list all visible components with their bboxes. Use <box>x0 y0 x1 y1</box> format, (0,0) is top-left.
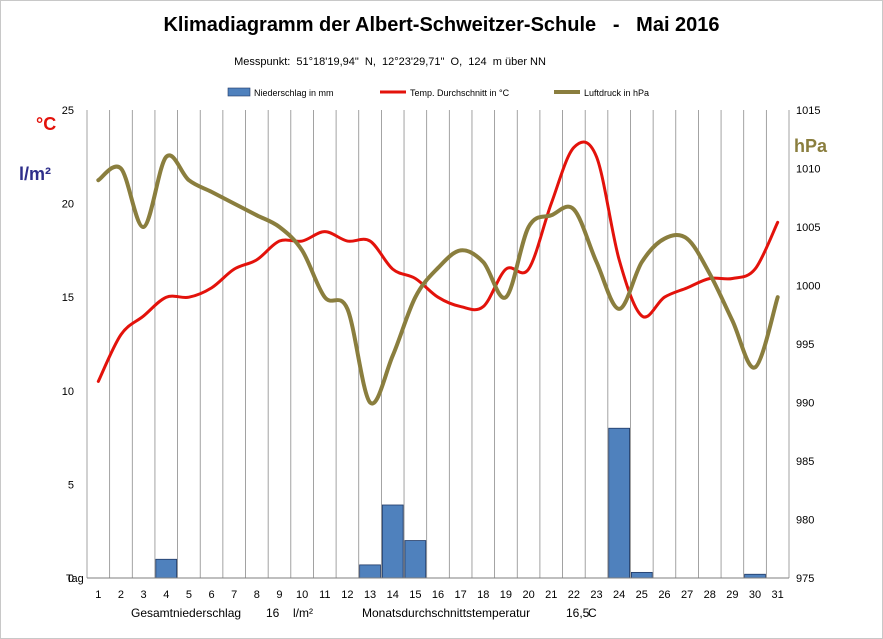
x-axis-tick-label: 28 <box>704 589 716 601</box>
x-axis-tick-label: 31 <box>772 589 784 601</box>
x-axis-tick-label: 15 <box>409 589 421 601</box>
x-axis-tick-label: 29 <box>726 589 738 601</box>
legend-label: Luftdruck in hPa <box>584 88 649 98</box>
right-axis-tick-label: 980 <box>796 515 814 527</box>
precipitation-bar <box>608 427 630 579</box>
x-axis-tick-label: 17 <box>455 589 467 601</box>
right-axis-tick-label: 975 <box>796 573 814 585</box>
precipitation-bar <box>744 573 766 579</box>
legend: Niederschlag in mm Temp. Durchschnitt in … <box>227 87 649 98</box>
x-axis-title: Tag <box>66 573 84 585</box>
x-axis-tick-label: 8 <box>254 589 260 601</box>
x-axis-tick-label: 25 <box>636 589 648 601</box>
x-axis-tick-label: 6 <box>208 589 214 601</box>
chart-title: Klimadiagramm der Albert-Schweitzer-Schu… <box>163 14 720 36</box>
x-axis-tick-label: 26 <box>658 589 670 601</box>
right-axis-tick-label: 995 <box>796 339 814 351</box>
left-axis-tick-label: 0 <box>68 573 74 585</box>
x-axis-tick-label: 30 <box>749 589 761 601</box>
precipitation-unit-label: l/m² <box>19 164 52 184</box>
x-axis-tick-label: 10 <box>296 589 308 601</box>
x-axis-tick-label: 14 <box>387 589 399 601</box>
left-axis-tick-label: 10 <box>62 386 74 398</box>
x-axis-tick-label: 1 <box>95 589 101 601</box>
x-axis-tick-label: 4 <box>163 589 169 601</box>
precipitation-bar <box>359 564 381 579</box>
temperature-unit-label: °C <box>36 114 57 134</box>
left-axis-tick-label: 15 <box>62 292 74 304</box>
total-precipitation-unit: l/m² <box>293 606 313 620</box>
average-temperature-unit: C <box>588 606 597 620</box>
left-axis-tick-label: 5 <box>68 479 74 491</box>
left-axis-tick-label: 20 <box>62 199 74 211</box>
x-axis-tick-label: 13 <box>364 589 376 601</box>
x-axis-tick-label: 21 <box>545 589 557 601</box>
line-series-layer <box>96 140 780 406</box>
precipitation-bars <box>155 427 766 579</box>
chart-subtitle: Messpunkt: 51°18'19,94" N, 12°23'29,71" … <box>234 56 546 68</box>
x-axis-tick-label: 19 <box>500 589 512 601</box>
total-precipitation-value: 16 <box>266 606 280 620</box>
x-axis-tick-label: 16 <box>432 589 444 601</box>
x-axis-tick-label: 5 <box>186 589 192 601</box>
grid-layer <box>86 110 790 578</box>
average-temperature-value: 16,5 <box>566 606 590 620</box>
axis-layer: 0510152025975980985990995100010051010101… <box>62 105 821 601</box>
legend-label: Temp. Durchschnitt in °C <box>410 88 510 98</box>
right-axis-tick-label: 990 <box>796 398 814 410</box>
temperature-line <box>96 140 780 383</box>
right-axis-tick-label: 985 <box>796 456 814 468</box>
x-axis-tick-label: 20 <box>522 589 534 601</box>
right-axis-tick-label: 1010 <box>796 164 820 176</box>
legend-label: Niederschlag in mm <box>254 88 334 98</box>
x-axis-tick-label: 23 <box>590 589 602 601</box>
x-axis-tick-label: 11 <box>319 589 330 601</box>
x-axis-tick-label: 7 <box>231 589 237 601</box>
x-axis-tick-label: 27 <box>681 589 693 601</box>
x-axis-tick-label: 12 <box>341 589 353 601</box>
x-axis-tick-label: 2 <box>118 589 124 601</box>
precipitation-bar <box>155 558 178 579</box>
precipitation-bar <box>381 504 404 579</box>
pressure-line <box>96 153 780 406</box>
pressure-unit-label: hPa <box>794 136 828 156</box>
right-axis-tick-label: 1005 <box>796 222 820 234</box>
legend-swatch-precipitation <box>227 87 251 97</box>
average-temperature-label: Monatsdurchschnittstemperatur <box>362 606 531 620</box>
x-axis-tick-label: 24 <box>613 589 625 601</box>
right-axis-tick-label: 1015 <box>796 105 820 117</box>
precipitation-bar <box>630 571 653 579</box>
x-axis-tick-label: 18 <box>477 589 489 601</box>
x-axis-tick-label: 9 <box>276 589 282 601</box>
left-axis-tick-label: 25 <box>62 105 74 117</box>
x-axis-tick-label: 22 <box>568 589 580 601</box>
x-axis-tick-label: 3 <box>141 589 147 601</box>
precipitation-bar <box>404 540 427 579</box>
total-precipitation-label: Gesamtniederschlag <box>131 606 242 620</box>
right-axis-tick-label: 1000 <box>796 281 820 293</box>
